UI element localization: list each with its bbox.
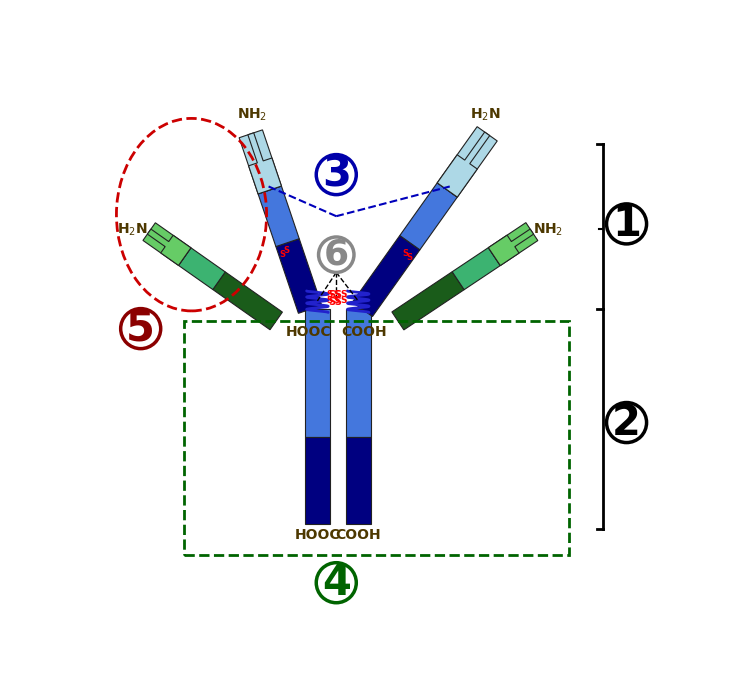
Text: HOOC: HOOC	[295, 528, 340, 542]
Bar	[346, 437, 371, 524]
Text: S: S	[406, 253, 413, 262]
Polygon shape	[276, 239, 321, 313]
Text: H$_2$N: H$_2$N	[470, 107, 501, 123]
Polygon shape	[248, 133, 281, 194]
Text: NH$_2$: NH$_2$	[534, 222, 564, 238]
Polygon shape	[258, 186, 299, 246]
Polygon shape	[399, 183, 457, 250]
Bar	[305, 309, 330, 437]
Polygon shape	[437, 132, 490, 197]
Bar	[305, 437, 330, 524]
Polygon shape	[239, 130, 281, 194]
Polygon shape	[213, 272, 282, 329]
Text: NH$_2$: NH$_2$	[237, 107, 268, 123]
Text: COOH: COOH	[341, 325, 387, 339]
Polygon shape	[352, 235, 420, 316]
Bar	[184, 321, 569, 555]
Text: 4: 4	[321, 562, 351, 604]
Text: 3: 3	[321, 154, 351, 195]
Text: S: S	[326, 290, 332, 299]
Bar	[346, 309, 371, 437]
Text: S: S	[340, 297, 347, 306]
Polygon shape	[147, 229, 191, 265]
Text: HOOC: HOOC	[286, 325, 332, 339]
Text: S: S	[333, 290, 340, 299]
Polygon shape	[488, 223, 538, 265]
Polygon shape	[392, 272, 464, 330]
Text: SS: SS	[329, 297, 343, 306]
Text: S: S	[340, 290, 347, 299]
Text: S: S	[402, 249, 408, 258]
Text: S: S	[279, 250, 286, 258]
Text: S: S	[333, 297, 340, 306]
Text: 5: 5	[126, 308, 155, 350]
Text: SS: SS	[329, 290, 343, 299]
Polygon shape	[143, 223, 191, 265]
Text: COOH: COOH	[335, 528, 381, 542]
Polygon shape	[452, 248, 500, 290]
Text: H$_2$N: H$_2$N	[117, 222, 147, 238]
Polygon shape	[437, 126, 497, 197]
Text: S: S	[284, 246, 289, 255]
Text: 1: 1	[612, 203, 641, 245]
Text: 6: 6	[324, 238, 349, 272]
Polygon shape	[488, 229, 534, 265]
Polygon shape	[179, 248, 225, 290]
Text: S: S	[326, 297, 332, 306]
Text: 2: 2	[612, 401, 641, 443]
